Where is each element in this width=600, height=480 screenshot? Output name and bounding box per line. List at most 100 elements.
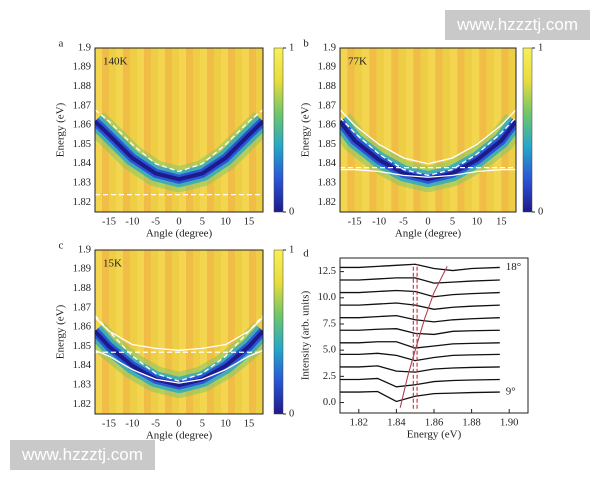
plot-frame [339,47,517,213]
x-tick-label: -10 [125,418,139,429]
x-tick-label: 15 [496,216,507,227]
y-tick-label: 1.87 [73,302,91,313]
heatmap-streak [186,48,193,212]
colorbar [273,249,284,415]
colorbar-tick-label: 0 [289,408,294,419]
y-tick-label: 7.5 [323,318,336,329]
heatmap [95,48,263,212]
x-tick-label: 5 [450,216,455,227]
heatmap-streak [130,48,137,212]
heatmap-streak [179,250,186,414]
colorbar [273,47,284,213]
heatmap-streak [450,48,458,212]
fit-curve [340,109,516,165]
x-tick-label: 0 [176,418,181,429]
y-tick-label: 1.89 [73,264,91,275]
guide-line [399,266,448,408]
heatmap-streak [235,48,242,212]
heatmap-streak [137,48,144,212]
heatmap-streak [479,48,487,212]
heatmap-streak [420,48,428,212]
watermark: www.hzzztj.com [10,440,155,470]
fit-curve [95,317,263,351]
heatmap-streak [464,48,472,212]
x-tick-label: 1.86 [425,417,443,428]
heatmap-streak [186,250,193,414]
x-tick-label: 5 [200,418,205,429]
spectrum [340,263,500,272]
fit-curve [340,168,516,178]
panel-label: d [303,248,309,260]
spectrum [340,341,500,349]
heatmap-streak [116,48,123,212]
x-tick-label: 15 [244,216,255,227]
x-axis-label: Energy (eV) [407,429,462,441]
heatmap-streak [200,250,207,414]
heatmap-streak [193,48,200,212]
spectrum [340,390,500,403]
heatmap-streak [428,48,436,212]
spectrum [340,314,500,323]
y-axis-label: Energy (eV) [55,102,67,157]
x-axis-label: Angle (degree) [395,228,462,240]
plot-frame [94,47,264,213]
spectrum [340,377,500,388]
panel-label: c [59,240,64,252]
heatmap [340,48,516,212]
y-tick-label: 1.9 [323,42,336,53]
heatmap-streak [165,48,172,212]
y-tick-label: 1.89 [73,62,91,73]
heatmap-streak [376,48,384,212]
fit-curve [95,109,263,173]
y-tick-label: 0.0 [323,397,336,408]
heatmap-streak [354,48,362,212]
fit-curve [95,315,263,382]
colorbar-tick-label: 0 [289,206,294,217]
y-tick-label: 12.5 [318,266,336,277]
x-axis-label: Angle (degree) [146,430,213,442]
y-tick-label: 1.85 [73,139,91,150]
temperature-label: 15K [103,258,122,270]
y-tick-label: 1.82 [318,197,336,208]
y-tick-label: 1.88 [73,283,91,294]
heatmap-streak [193,250,200,414]
x-tick-label: -5 [151,418,160,429]
y-tick-label: 2.5 [323,371,336,382]
heatmap-streak [109,250,116,414]
fit-curve [340,117,516,177]
y-tick-label: 1.83 [318,177,336,188]
plot-frame [339,257,529,414]
panel-label: b [303,38,309,50]
y-tick-label: 1.83 [73,177,91,188]
heatmap-streak [442,48,450,212]
heatmap-streak [398,48,406,212]
x-tick-label: 1.82 [350,417,368,428]
heatmap-streak [214,250,221,414]
x-tick-label: -15 [102,216,116,227]
heatmap-streak [369,48,377,212]
y-tick-label: 1.9 [78,42,91,53]
y-tick-label: 1.85 [318,139,336,150]
y-tick-label: 1.82 [73,197,91,208]
heatmap-streak [158,250,165,414]
heatmap-streak [435,48,443,212]
heatmap-streak [228,48,235,212]
heatmap [95,250,263,414]
heatmap-streak [221,48,228,212]
y-tick-label: 1.86 [73,120,91,131]
x-tick-label: 15 [244,418,255,429]
heatmap-streak [172,48,179,212]
x-tick-label: -15 [348,216,362,227]
y-tick-label: 5.0 [323,345,336,356]
heatmap-streak [144,250,151,414]
x-axis-label: Angle (degree) [146,228,213,240]
x-tick-label: -10 [125,216,139,227]
angle-label: 9° [506,386,516,398]
y-tick-label: 1.87 [318,100,336,111]
heatmap-streak [406,48,414,212]
heatmap-streak [494,48,502,212]
y-tick-label: 1.84 [318,158,337,169]
heatmap-streak [179,48,186,212]
y-axis-label: Energy (eV) [55,304,67,359]
